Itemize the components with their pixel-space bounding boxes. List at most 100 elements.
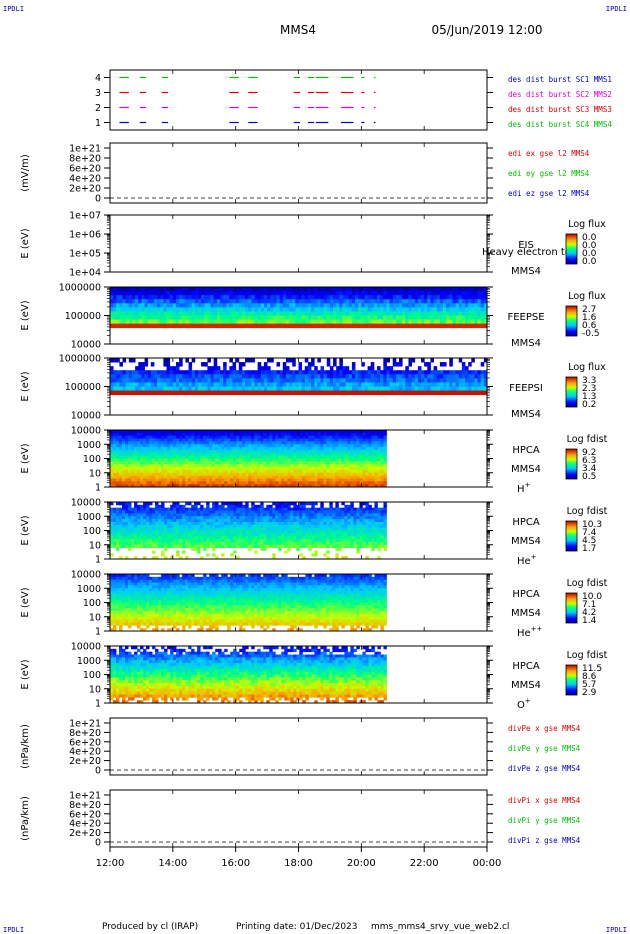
- spectrogram-cell: [229, 378, 233, 383]
- spectrogram-cell: [116, 370, 120, 375]
- spectrogram-cell: [345, 307, 350, 312]
- spectrogram-cell: [236, 447, 240, 451]
- spectrogram-cell: [185, 307, 189, 312]
- spectrogram-cell: [131, 311, 136, 316]
- spectrogram-cell: [298, 311, 303, 316]
- spectrogram-cell: [201, 374, 205, 379]
- spectrogram-cell: [461, 291, 466, 296]
- spectrogram-cell: [373, 390, 378, 396]
- spectrogram-cell: [230, 449, 234, 454]
- spectrogram-cell: [402, 386, 406, 391]
- spectrogram-cell: [458, 315, 463, 320]
- spectrogram-cell: [200, 447, 204, 451]
- spectrogram-cell: [399, 315, 403, 320]
- spectrogram-cell: [304, 315, 309, 320]
- spectrogram-cell: [128, 319, 133, 325]
- spectrogram-cell: [185, 541, 189, 546]
- spectrogram-cell: [336, 366, 340, 371]
- spectrogram-cell: [326, 430, 330, 434]
- spectrogram-cell: [308, 458, 312, 462]
- spectrogram-cell: [182, 464, 186, 468]
- spectrogram-cell: [176, 447, 180, 451]
- spectrogram-cell: [477, 323, 482, 329]
- spectrogram-cell: [317, 469, 321, 474]
- spectrogram-cell: [383, 303, 387, 308]
- spectrogram-cell: [226, 295, 230, 300]
- spectrogram-cell: [263, 467, 267, 471]
- spectrogram-cell: [342, 311, 347, 316]
- spectrogram-cell: [417, 287, 422, 292]
- spectrogram-cell: [207, 370, 211, 375]
- spectrogram-cell: [436, 291, 441, 296]
- spectrogram-cell: [216, 323, 221, 329]
- spectrogram-cell: [380, 311, 384, 316]
- spectrogram-cell: [260, 464, 264, 468]
- spectrogram-cell: [236, 444, 240, 448]
- spectrogram-cell: [116, 432, 120, 437]
- spectrogram-cell: [176, 449, 180, 454]
- spectrogram-cell: [233, 430, 237, 434]
- spectrogram-cell: [452, 386, 456, 391]
- spectrogram-cell: [355, 307, 359, 312]
- spectrogram-cell: [223, 386, 227, 391]
- spectrogram-cell: [143, 472, 147, 476]
- spectrogram-cell: [164, 449, 168, 454]
- spectrogram-cell: [170, 441, 174, 445]
- spectrogram-cell: [329, 315, 334, 320]
- spectrogram-cell: [287, 461, 291, 465]
- spectrogram-cell: [345, 319, 350, 325]
- spectrogram-cell: [251, 315, 255, 320]
- spectrogram-cell: [284, 444, 288, 448]
- spectrogram-cell: [161, 467, 165, 471]
- spectrogram-cell: [333, 315, 337, 320]
- spectrogram-cell: [329, 303, 334, 308]
- spectrogram-cell: [169, 287, 174, 292]
- spectrogram-cell: [164, 516, 168, 520]
- spectrogram-cell: [373, 287, 378, 292]
- spectrogram-cell: [131, 374, 136, 379]
- spectrogram-cell: [191, 291, 196, 296]
- spectrogram-cell: [194, 307, 199, 312]
- spectrogram-cell: [215, 524, 219, 529]
- spectrogram-cell: [143, 469, 147, 474]
- spectrogram-cell: [230, 478, 234, 482]
- spectrogram-cell: [163, 323, 167, 329]
- spectrogram-cell: [125, 533, 129, 537]
- spectrogram-cell: [203, 484, 207, 488]
- y-tick-label: 10: [89, 468, 101, 479]
- spectrogram-cell: [421, 378, 425, 383]
- spectrogram-cell: [248, 319, 252, 325]
- spectrogram-cell: [150, 315, 155, 320]
- spectrogram-cell: [116, 307, 120, 312]
- spectrogram-cell: [266, 438, 270, 442]
- spectrogram-cell: [128, 507, 132, 511]
- spectrogram-cell: [446, 390, 450, 396]
- spectrogram-cell: [206, 519, 210, 523]
- spectrogram-cell: [317, 291, 321, 296]
- spectrogram-cell: [226, 378, 230, 383]
- spectrogram-cell: [146, 533, 150, 537]
- spectrogram-cell: [223, 299, 227, 304]
- spectrogram-cell: [146, 475, 150, 479]
- spectrogram-cell: [137, 452, 141, 457]
- spectrogram-cell: [226, 374, 230, 379]
- spectrogram-cell: [147, 291, 152, 296]
- spectrogram-cell: [276, 386, 281, 391]
- spectrogram-cell: [182, 524, 186, 529]
- spectrogram-cell: [150, 323, 155, 329]
- spectrogram-cell: [203, 435, 207, 439]
- spectrogram-cell: [128, 382, 133, 387]
- spectrogram-cell: [433, 390, 438, 396]
- spectrogram-cell: [278, 435, 282, 439]
- spectrogram-cell: [433, 370, 438, 375]
- spectrogram-cell: [350, 447, 354, 451]
- spectrogram-cell: [185, 556, 189, 560]
- spectrogram-cell: [179, 430, 183, 434]
- spectrogram-cell: [116, 541, 120, 546]
- spectrogram-cell: [119, 475, 123, 479]
- spectrogram-cell: [311, 307, 315, 312]
- spectrogram-cell: [424, 303, 428, 308]
- spectrogram-cell: [355, 291, 359, 296]
- spectrogram-cell: [245, 311, 249, 316]
- spectrogram-cell: [110, 366, 114, 371]
